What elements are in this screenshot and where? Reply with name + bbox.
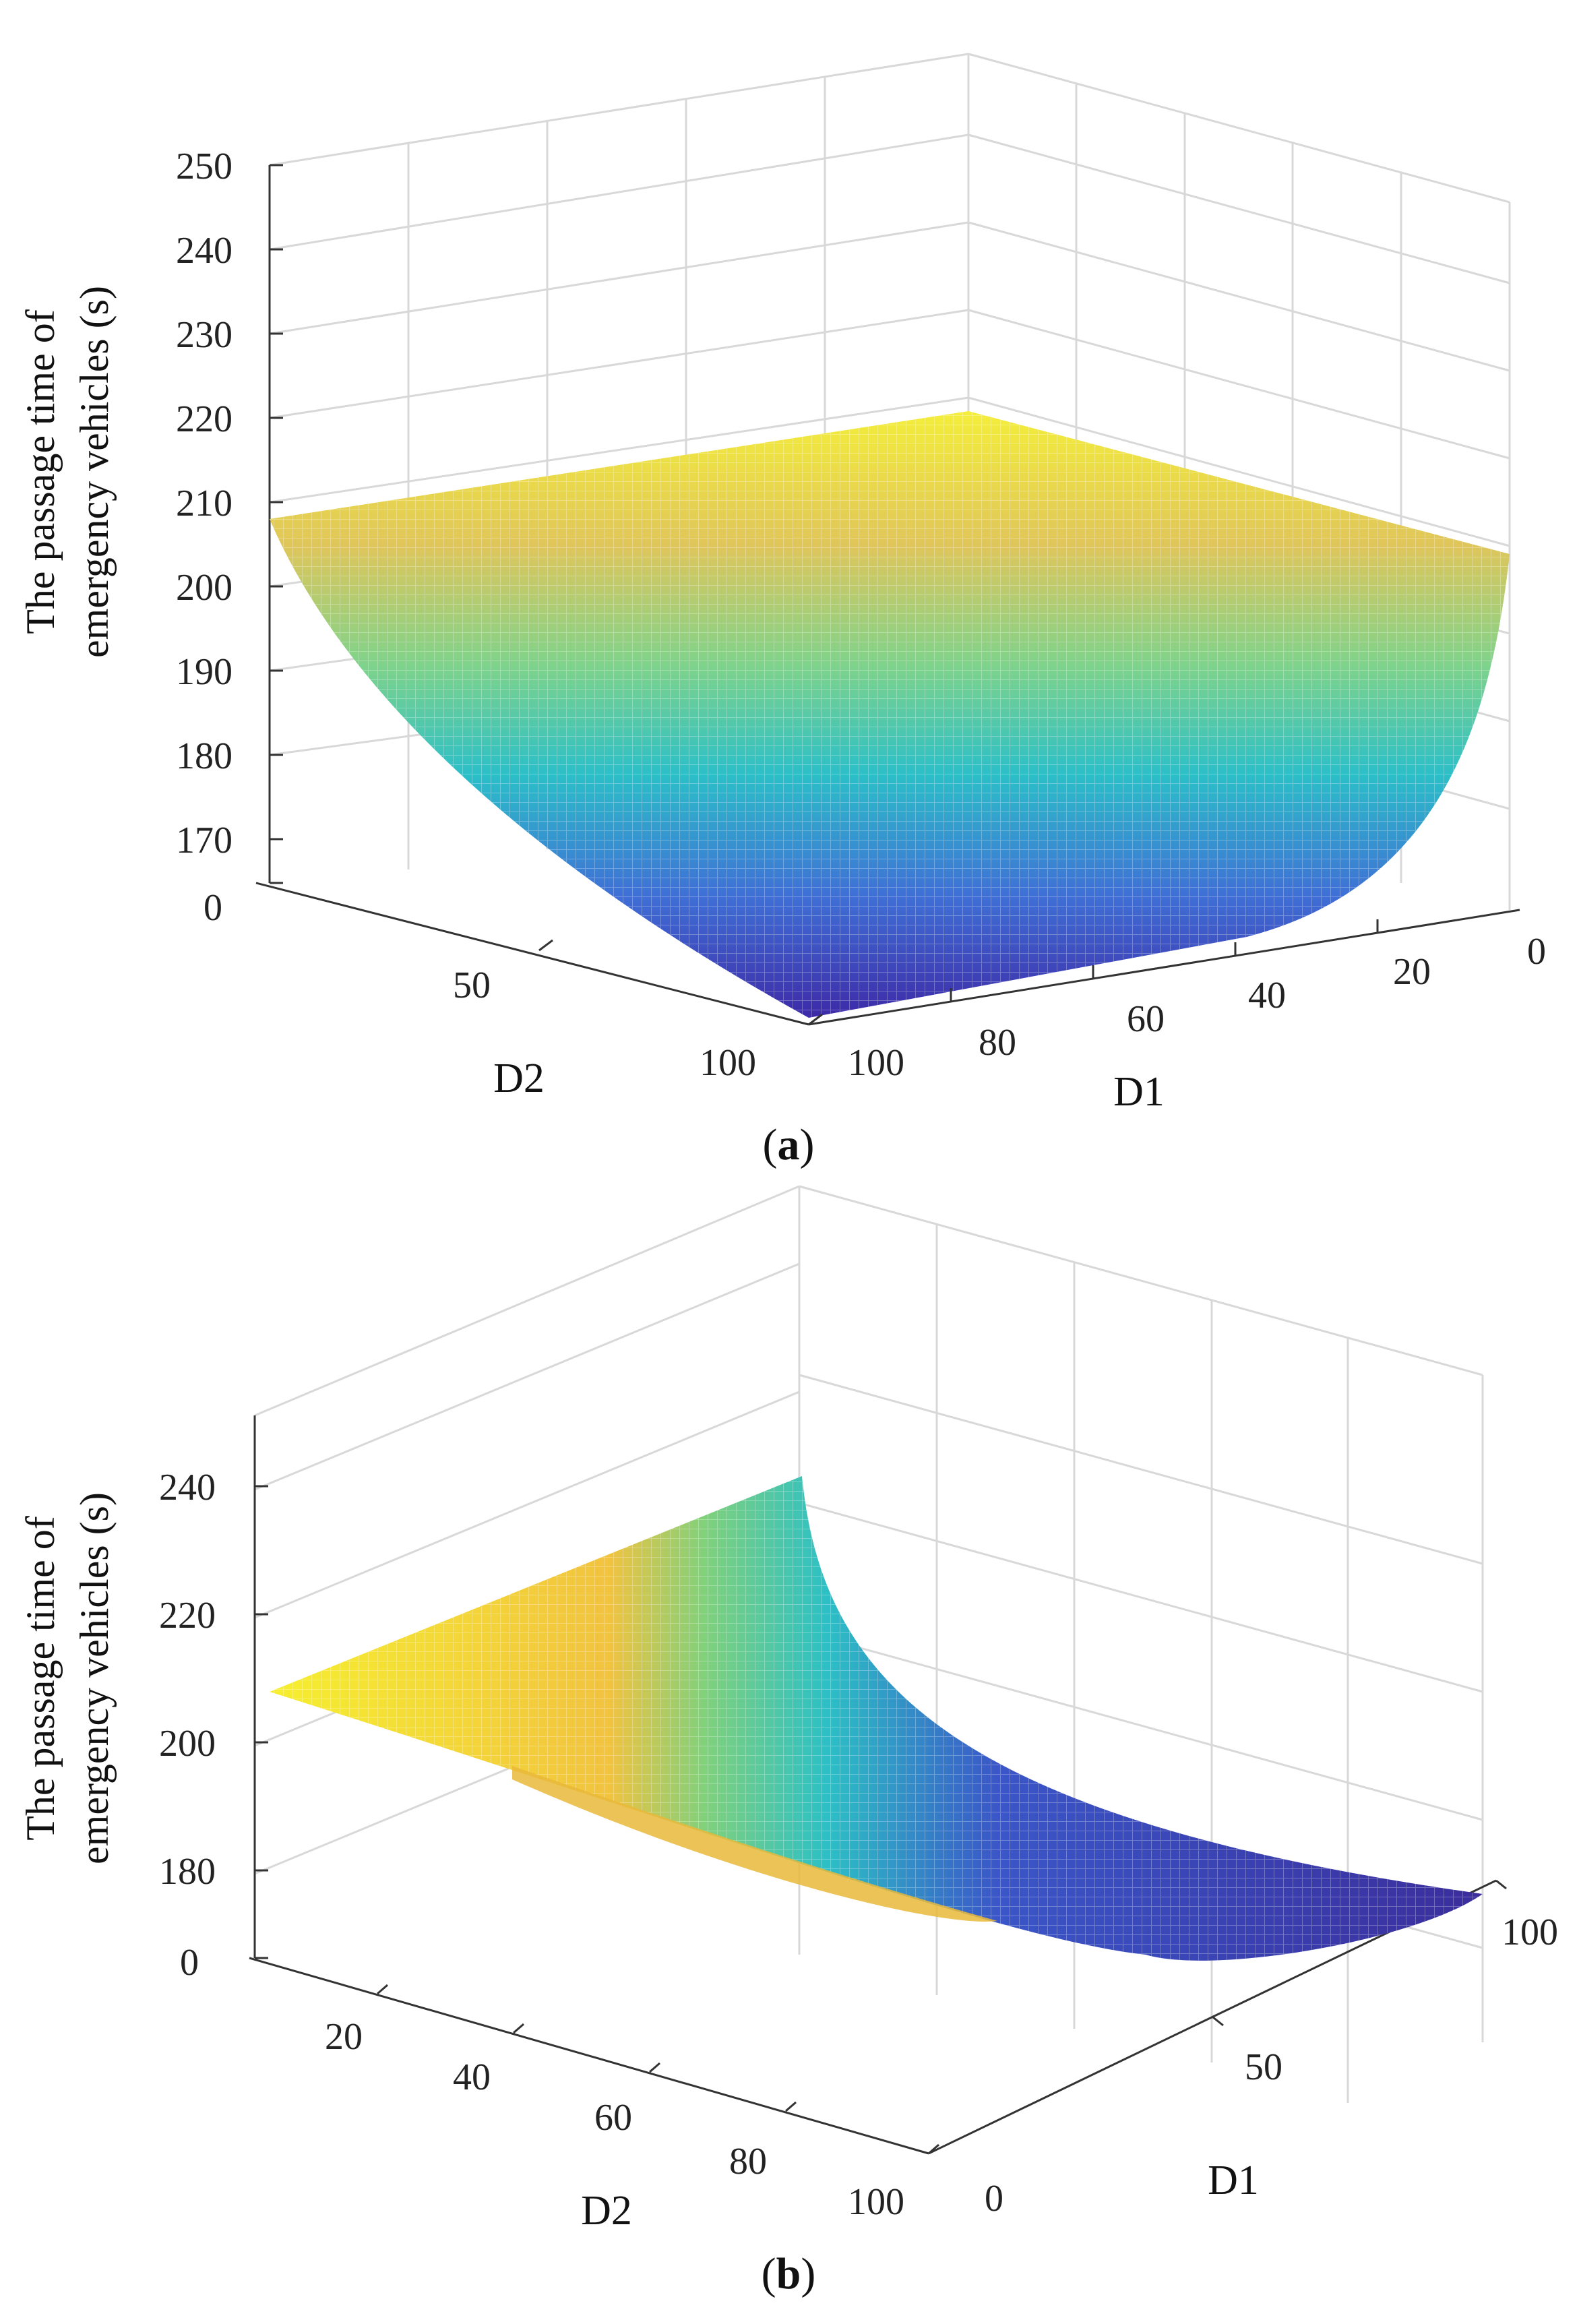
d2-tick-label: 60 — [594, 2097, 632, 2139]
d1-tick-label: 40 — [1248, 975, 1286, 1016]
d1-axis-label: D1 — [1208, 2158, 1259, 2203]
d1-axis-label: D1 — [1113, 1069, 1165, 1115]
d2-axis-label: D2 — [581, 2188, 632, 2234]
y-tick-label: 170 — [176, 820, 233, 861]
caption-b: (b) — [762, 2249, 816, 2298]
d2-tick-label: 40 — [453, 2056, 491, 2098]
d2-tick-label: 100 — [848, 2181, 904, 2223]
d1-tick-label: 60 — [1127, 998, 1165, 1040]
d1-tick-label: 20 — [1393, 951, 1431, 993]
y-axis-label-line1: The passage time of — [18, 1516, 63, 1841]
y-tick-label: 0 — [204, 887, 222, 929]
y-tick-label: 240 — [176, 230, 233, 272]
surface-a-mesh — [270, 411, 1510, 1018]
y-tick-label: 200 — [176, 567, 233, 609]
d1-ticks-a — [950, 919, 1379, 1002]
y-tick-label: 190 — [176, 651, 233, 693]
y-ticks-a — [270, 164, 283, 884]
d1-tick-label: 0 — [985, 2178, 1003, 2220]
panel-b: 240 220 200 180 0 The passage time of em… — [18, 1185, 1558, 2298]
y-tick-label: 210 — [176, 483, 233, 524]
d2-ticks-b — [377, 1984, 939, 2155]
y-tick-label: 180 — [176, 735, 233, 777]
y-axis-label-line2: emergency vehicles (s) — [72, 1492, 117, 1864]
y-tick-label: 240 — [159, 1467, 216, 1508]
y-tick-label: 230 — [176, 314, 233, 356]
y-axis-label-line2: emergency vehicles (s) — [72, 286, 117, 658]
y-tick-label: 220 — [159, 1595, 216, 1637]
d2-tick-label: 80 — [729, 2141, 767, 2182]
d1-tick-label: 80 — [979, 1022, 1016, 1064]
y-tick-label: 180 — [159, 1851, 216, 1893]
d1-ticks-b — [1212, 1879, 1507, 2027]
d2-tick-label: 50 — [453, 965, 491, 1006]
y-tick-label: 220 — [176, 398, 233, 440]
d2-tick-label: 20 — [325, 2016, 363, 2058]
d1-tick-label: 50 — [1245, 2046, 1282, 2088]
surface-b-mesh — [270, 1476, 1483, 1961]
d1-tick-label: 100 — [1501, 1912, 1558, 1953]
caption-a: (a) — [763, 1120, 815, 1169]
y-tick-label: 0 — [180, 1942, 199, 1984]
y-ticks-b — [255, 1485, 268, 1959]
d2-axis-label: D2 — [493, 1056, 545, 1101]
y-tick-label: 250 — [176, 146, 233, 187]
d2-tick-label: 100 — [700, 1042, 756, 1084]
d2-ticks-a — [538, 939, 823, 1026]
axes-a — [255, 165, 1520, 1026]
d1-tick-label: 0 — [1527, 931, 1546, 973]
y-tick-label: 200 — [159, 1723, 216, 1765]
panel-a: 250 240 230 220 210 200 190 180 170 0 Th… — [18, 53, 1546, 1169]
y-axis-label-line1: The passage time of — [18, 309, 63, 634]
d1-tick-label: 100 — [848, 1042, 904, 1084]
